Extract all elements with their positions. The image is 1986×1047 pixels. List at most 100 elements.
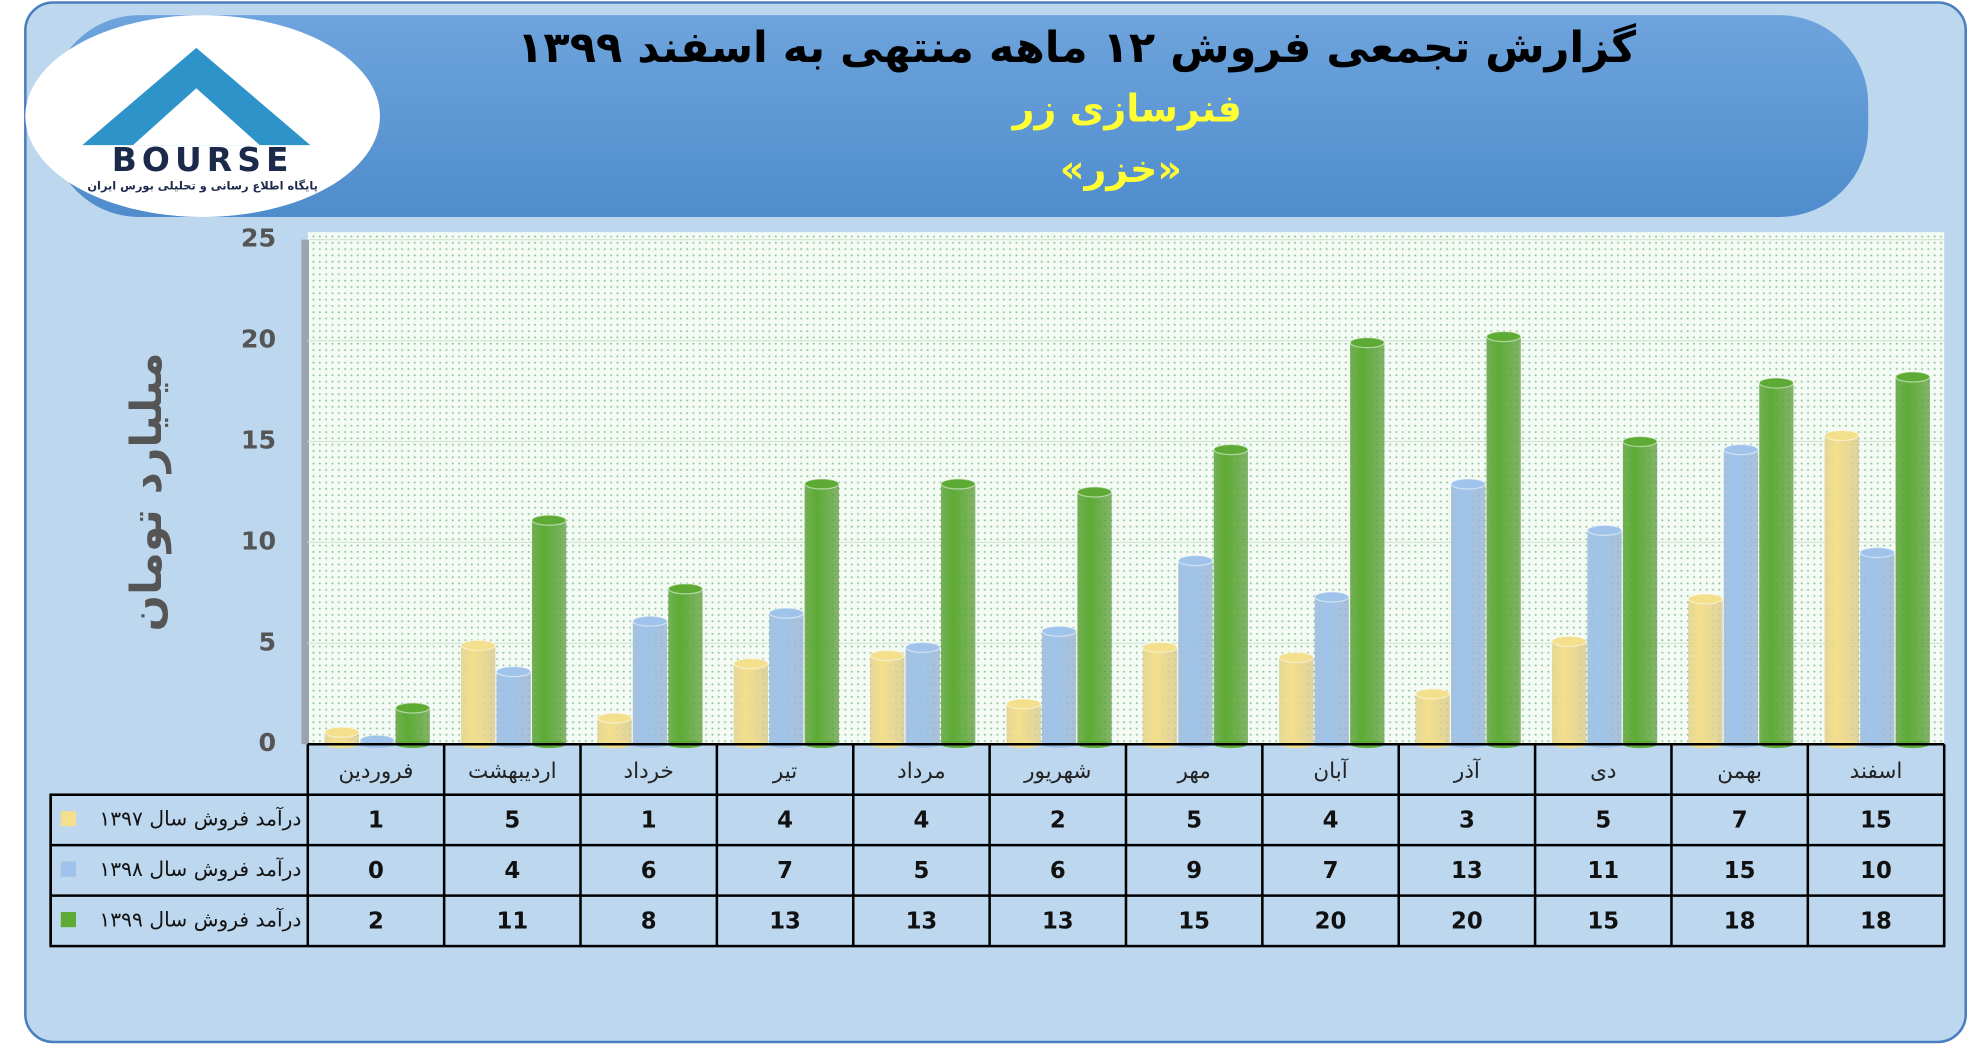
bar-cap [632, 615, 668, 627]
x-tick-label: اردیبهشت [468, 759, 557, 784]
bar-cap [531, 514, 567, 526]
x-tick-label: خرداد [624, 759, 674, 784]
bar [1314, 596, 1349, 745]
table-value: 6 [641, 858, 657, 884]
bar [395, 707, 430, 745]
bar-cap [1213, 443, 1249, 456]
x-tick-label: آبان [1313, 757, 1348, 784]
table-value: 7 [777, 858, 793, 884]
table-value: 4 [914, 808, 930, 834]
x-tick-label: مرداد [897, 759, 946, 784]
bar [804, 483, 839, 745]
x-tick-label: آذر [1453, 757, 1481, 784]
x-tick-label: فروردین [339, 759, 414, 784]
chart-subtitle: فنرسازی زر [1011, 87, 1242, 131]
bar [1551, 641, 1587, 745]
bar-cap [1622, 435, 1658, 448]
legend-label: درآمد فروش سال ۱۳۹۷ [99, 805, 301, 830]
bar [1723, 449, 1759, 745]
bar [905, 647, 940, 745]
bar [1178, 560, 1213, 745]
bar-cap [1177, 554, 1214, 567]
chart-title: گزارش تجمعی فروش ۱۲ ماهه منتهی به اسفند … [517, 22, 1636, 73]
bar [668, 588, 703, 745]
bar-cap [1859, 546, 1896, 559]
bar [941, 483, 976, 745]
table-value: 6 [1050, 858, 1066, 884]
bar-cap [394, 702, 431, 714]
bar-cap [596, 712, 633, 724]
bar-cap [1586, 524, 1623, 536]
bar [1041, 631, 1077, 745]
bar-cap [1485, 330, 1522, 343]
table-value: 15 [1860, 808, 1892, 834]
x-tick-label: مهر [1177, 759, 1211, 784]
plot-wall [301, 239, 310, 745]
table-value: 4 [777, 808, 793, 834]
bar-cap [1041, 625, 1077, 637]
bar [1622, 441, 1658, 745]
table-value: 2 [1050, 808, 1066, 834]
table-value: 9 [1186, 858, 1202, 884]
y-tick-label: 25 [241, 224, 276, 253]
table-value: 13 [906, 909, 938, 935]
bar-cap [1895, 371, 1931, 383]
x-tick-label: اسفند [1850, 759, 1903, 784]
bar-cap [667, 583, 704, 595]
bar-cap [1450, 478, 1486, 490]
chart-symbol: «خزر» [1060, 147, 1182, 191]
bar [1451, 483, 1486, 745]
bar-cap [768, 607, 805, 619]
bar [1077, 491, 1112, 745]
bar-cap [804, 478, 840, 490]
table-value: 11 [496, 909, 528, 935]
x-tick-label: شهریور [1023, 759, 1091, 784]
bar-cap [1076, 486, 1113, 498]
bar-cap [1005, 698, 1042, 710]
bar [531, 520, 567, 745]
bar [1350, 342, 1385, 745]
table-value: 18 [1724, 909, 1756, 935]
logo-tagline: پایگاه اطلاع رسانی و تحلیلی بورس ایران [87, 179, 318, 193]
bar-cap [1142, 641, 1178, 654]
bar-cap [1723, 443, 1759, 456]
bar [1142, 647, 1178, 745]
logo-name: BOURSE [112, 140, 294, 179]
bar-cap [1551, 635, 1587, 647]
bar [461, 645, 496, 745]
table-value: 1 [368, 808, 384, 834]
bar [870, 655, 905, 745]
table-value: 5 [1595, 808, 1611, 834]
table-value: 11 [1587, 858, 1619, 884]
bar-cap [904, 641, 941, 654]
table-value: 18 [1860, 909, 1892, 935]
legend-label: درآمد فروش سال ۱۳۹۸ [99, 856, 301, 881]
x-tick-label: بهمن [1717, 759, 1762, 784]
x-tick-label: تیر [772, 759, 797, 784]
legend-swatch [60, 912, 76, 928]
table-value: 10 [1860, 858, 1892, 884]
header-banner [50, 15, 1869, 217]
bar-cap [495, 665, 532, 678]
y-tick-label: 20 [241, 325, 276, 354]
bar-cap [1414, 688, 1451, 700]
bar-cap [324, 726, 360, 738]
bar [1759, 382, 1794, 745]
bar-cap [1314, 591, 1350, 603]
bar [1279, 657, 1314, 745]
table-value: 5 [504, 808, 520, 834]
bar [1860, 552, 1895, 745]
y-tick-label: 10 [241, 526, 276, 555]
bar [1587, 530, 1622, 745]
bar [632, 621, 668, 745]
bar-cap [1758, 377, 1795, 389]
legend-swatch [60, 811, 76, 827]
y-tick-label: 0 [258, 728, 276, 757]
table-value: 7 [1732, 808, 1748, 834]
table-value: 20 [1451, 909, 1483, 935]
bar [1415, 693, 1450, 745]
bar [1006, 703, 1041, 745]
legend-label: درآمد فروش سال ۱۳۹۹ [99, 906, 301, 931]
